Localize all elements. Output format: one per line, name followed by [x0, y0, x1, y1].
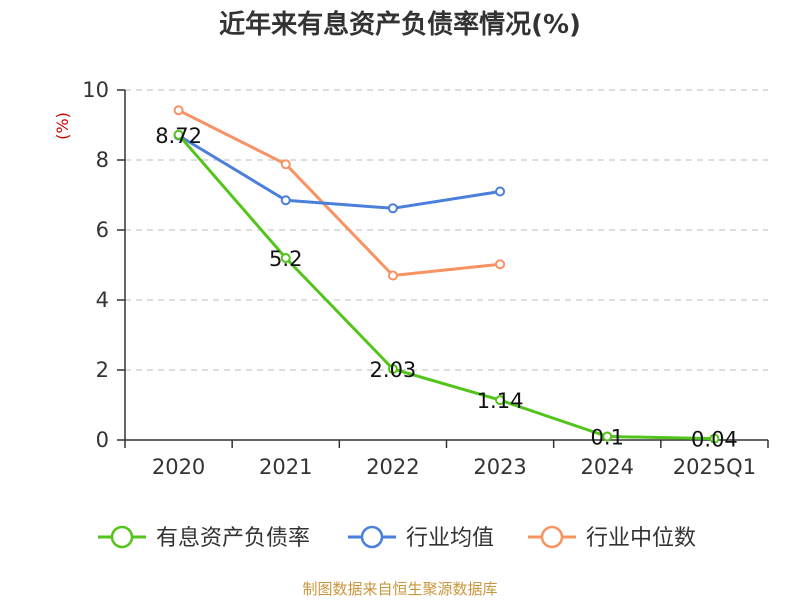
series-line: [177, 108, 501, 277]
data-label: 8.72: [155, 124, 202, 148]
series-line: [177, 133, 715, 441]
y-tick-label: 0: [96, 428, 109, 452]
data-labels: 8.72 5.2 2.03 1.14 0.1 0.04: [155, 124, 738, 452]
data-point: [495, 259, 506, 270]
grid-lines: [125, 89, 768, 371]
legend-marker: [360, 525, 384, 549]
y-tick-label: 10: [82, 78, 109, 102]
data-label: 0.1: [591, 426, 624, 450]
data-point: [602, 431, 613, 442]
y-tick-label: 4: [96, 288, 109, 312]
x-tick-label: 2020: [152, 455, 205, 479]
legend-marker: [110, 525, 134, 549]
chart-title: 近年来有息资产负债率情况(%): [219, 10, 581, 40]
data-label: 2.03: [370, 358, 417, 382]
y-tick-label: 2: [96, 358, 109, 382]
legend: 有息资产负债率 行业均值 行业中位数: [98, 525, 696, 551]
y-tick-label: 6: [96, 218, 109, 242]
data-point: [495, 395, 506, 406]
x-tick-label: 2023: [473, 455, 526, 479]
data-label: 1.14: [477, 389, 524, 413]
x-tick-label: 2025Q1: [673, 455, 756, 479]
data-label: 5.2: [269, 247, 302, 271]
x-tick-label: 2024: [581, 455, 634, 479]
data-point: [173, 129, 184, 140]
data-point: [387, 363, 398, 374]
x-tick-label: 2022: [366, 455, 419, 479]
legend-label: 有息资产负债率: [156, 526, 310, 551]
data-point: [387, 270, 398, 281]
x-axis: 2020 2021 2022 2023 2024 2025Q1: [124, 439, 769, 479]
series-line: [177, 134, 501, 210]
data-point: [280, 253, 291, 263]
legend-label: 行业均值: [406, 526, 494, 551]
data-point: [280, 159, 291, 170]
y-tick-label: 8: [96, 148, 109, 172]
data-point: [173, 105, 184, 116]
y-axis: 0 2 4 6 8 10: [82, 78, 126, 452]
data-label: 0.04: [691, 428, 738, 452]
legend-label: 行业中位数: [586, 526, 696, 551]
data-point: [709, 433, 720, 444]
series-lines: [173, 105, 720, 444]
legend-marker: [540, 525, 564, 549]
data-point: [387, 203, 398, 214]
data-source: 制图数据来自恒生聚源数据库: [302, 580, 498, 598]
y-axis-unit: (%): [53, 112, 72, 140]
data-point: [280, 195, 291, 206]
data-point: [495, 186, 506, 197]
x-tick-label: 2021: [259, 455, 312, 479]
